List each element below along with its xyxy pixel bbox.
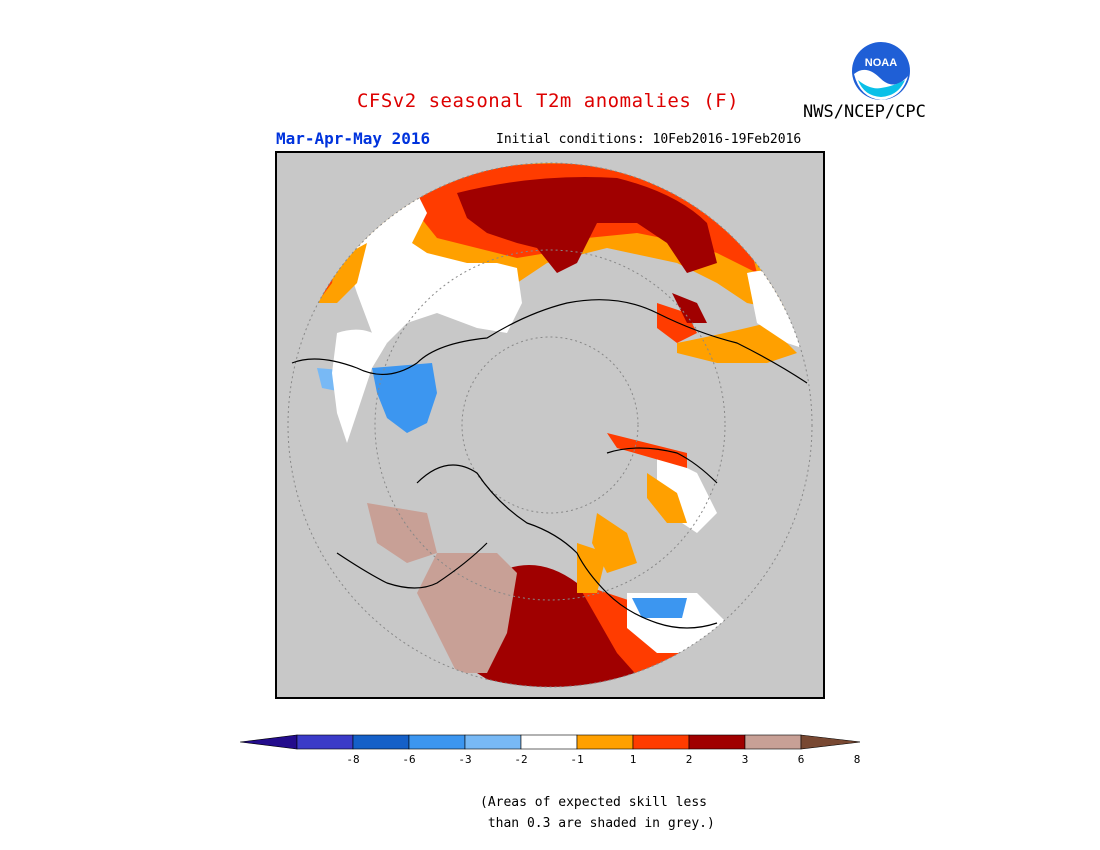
legend-boxes [240,734,860,750]
legend-swatch [688,734,746,750]
legend-tick-label: 1 [630,753,637,766]
skill-note-line2: than 0.3 are shaded in grey.) [480,816,715,831]
legend-tick-label: 3 [742,753,749,766]
legend-swatch [520,734,578,750]
color-legend: -8 -6 -3 -2 -1 1 2 3 6 8 [240,734,860,766]
legend-swatch [744,734,802,750]
legend-tick-label: 2 [686,753,693,766]
canada-brown-region [417,553,517,673]
scandinavia-white-region [332,329,387,443]
legend-swatch [296,734,354,750]
skill-note-line1: (Areas of expected skill less [480,795,707,810]
hudson-blue-region [632,598,687,618]
eurasia-darkred-region [457,177,717,273]
legend-swatch [632,734,690,750]
polar-map [275,151,825,699]
atlantic-blue-region [372,363,437,433]
legend-swatch [352,734,410,750]
initial-conditions-label: Initial conditions: 10Feb2016-19Feb2016 [496,132,802,147]
legend-swatch [408,734,466,750]
legend-tick-label: -2 [514,753,527,766]
skill-note: (Areas of expected skill less than 0.3 a… [480,792,715,834]
europe-white-region [347,193,522,343]
anomaly-map-canvas [287,162,813,688]
bering-red-region [607,433,687,468]
legend-arrow-low [240,734,298,750]
legend-ticks: -8 -6 -3 -2 -1 1 2 3 6 8 [346,753,860,766]
legend-tick-label: -3 [458,753,471,766]
legend-tick-label: -8 [346,753,359,766]
legend-swatch [576,734,634,750]
legend-tick-label: -6 [402,753,415,766]
alaska-orange-region [647,473,687,523]
legend-tick-label: 8 [854,753,860,766]
east-asia-darkred-region [672,293,707,323]
legend-tick-label: 6 [798,753,805,766]
legend-tick-label: -1 [570,753,583,766]
agency-label: NWS/NCEP/CPC [803,102,926,122]
arctic-orange-region [592,513,637,573]
forecast-period: Mar-Apr-May 2016 [276,129,431,148]
legend-swatch [464,734,522,750]
logo-text: NOAA [865,57,897,69]
noaa-logo-icon: NOAA [850,40,912,102]
map-title: CFSv2 seasonal T2m anomalies (F) [356,90,740,112]
legend-arrow-high [800,734,860,750]
pacific-brown-region [367,503,437,563]
